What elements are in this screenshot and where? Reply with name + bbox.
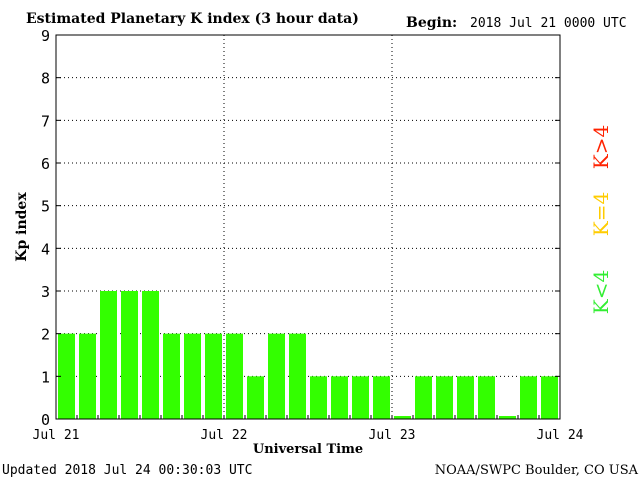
source-credit: NOAA/SWPC Boulder, CO USA bbox=[435, 463, 639, 478]
kp-bar bbox=[541, 376, 558, 419]
x-tick-label: Jul 21 bbox=[33, 428, 80, 443]
axis-ticks: 0 1 2 3 4 5 6 7 8 9 Jul 21 Jul 22 Jul 23 Jul 24 bbox=[33, 27, 584, 443]
y-tick-label: 6 bbox=[41, 155, 50, 173]
legend-k-greater-4: K>4 bbox=[589, 125, 613, 169]
bar-series bbox=[58, 291, 558, 419]
kp-bar bbox=[163, 333, 180, 419]
y-tick-label: 2 bbox=[41, 326, 50, 344]
kp-bar bbox=[457, 376, 474, 419]
kp-bar bbox=[58, 333, 75, 419]
y-tick-label: 7 bbox=[41, 112, 50, 130]
legend-k-equal-4: K=4 bbox=[589, 192, 613, 236]
grid-lines bbox=[56, 35, 560, 419]
kp-bar bbox=[373, 376, 390, 419]
kp-bar bbox=[520, 376, 537, 419]
y-tick-label: 4 bbox=[41, 240, 50, 258]
kp-bar bbox=[142, 291, 159, 419]
kp-bar bbox=[289, 333, 306, 419]
x-axis-label: Universal Time bbox=[253, 442, 363, 457]
begin-value: 2018 Jul 21 0000 UTC bbox=[470, 16, 627, 31]
kp-bar bbox=[499, 416, 516, 419]
y-axis-label: Kp index bbox=[14, 192, 30, 262]
kp-bar bbox=[478, 376, 495, 419]
kp-bar bbox=[205, 333, 222, 419]
kp-bar bbox=[184, 333, 201, 419]
begin-label: Begin: bbox=[406, 15, 457, 31]
y-tick-label: 3 bbox=[41, 283, 50, 301]
y-tick-label: 5 bbox=[41, 198, 50, 216]
kp-bar bbox=[247, 376, 264, 419]
kp-bar bbox=[415, 376, 432, 419]
kp-bar bbox=[226, 333, 243, 419]
x-tick-label: Jul 23 bbox=[369, 428, 416, 443]
chart-title: Estimated Planetary K index (3 hour data… bbox=[26, 11, 359, 27]
x-tick-label: Jul 24 bbox=[537, 428, 584, 443]
y-tick-label: 8 bbox=[41, 70, 50, 88]
kp-bar bbox=[100, 291, 117, 419]
kp-bar bbox=[79, 333, 96, 419]
kp-bar bbox=[331, 376, 348, 419]
kp-bar bbox=[121, 291, 138, 419]
legend-k-less-4: K<4 bbox=[589, 270, 613, 314]
y-tick-label: 1 bbox=[41, 368, 50, 386]
kp-bar bbox=[436, 376, 453, 419]
updated-timestamp: Updated 2018 Jul 24 00:30:03 UTC bbox=[2, 463, 252, 478]
kp-bar bbox=[268, 333, 285, 419]
y-tick-label: 9 bbox=[41, 27, 50, 45]
kp-bar bbox=[310, 376, 327, 419]
kp-bar bbox=[394, 416, 411, 419]
x-tick-label: Jul 22 bbox=[201, 428, 248, 443]
kp-bar bbox=[352, 376, 369, 419]
y-tick-label: 0 bbox=[41, 411, 50, 429]
